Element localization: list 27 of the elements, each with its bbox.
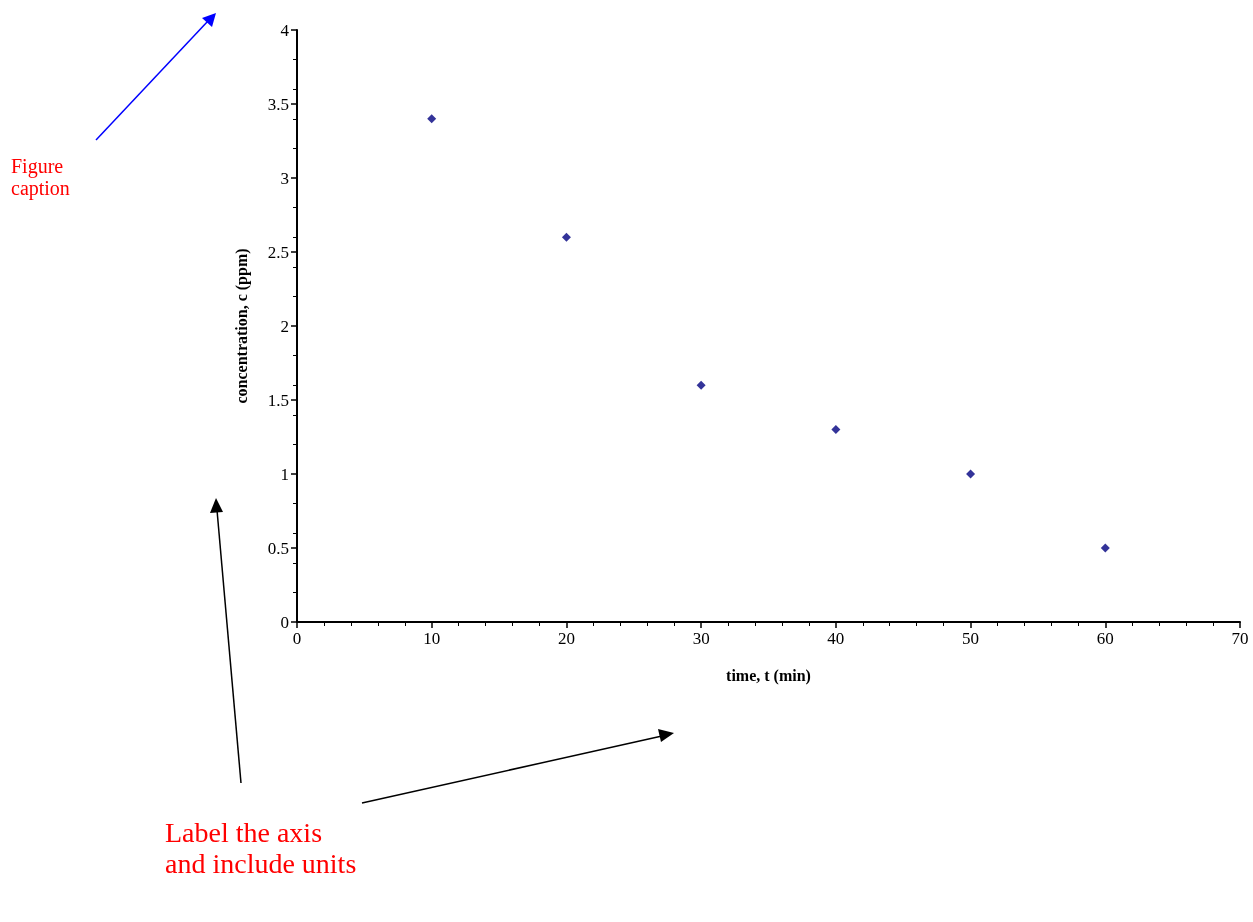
- point: [561, 232, 571, 242]
- y-tick-label: 0: [280, 612, 289, 632]
- text: Label the axis and include units: [165, 817, 358, 880]
- y-axis-title: concentration, c (ppm): [232, 248, 251, 404]
- x-tick-label: 10: [423, 629, 441, 648]
- point: [427, 114, 437, 124]
- x-tick-label: 60: [1096, 629, 1114, 648]
- x-tick-label: 40: [827, 629, 845, 648]
- x-axis-title: time, t (min): [726, 666, 811, 685]
- x-tick-label: 30: [692, 629, 710, 648]
- y-tick-label: 2.5: [267, 242, 289, 262]
- point: [1100, 543, 1110, 553]
- point: [831, 425, 841, 435]
- x-tick-label: 20: [557, 629, 575, 648]
- point: [696, 380, 706, 390]
- y-tick-label: 0.5: [267, 538, 289, 558]
- y-tick-label: 3.5: [267, 94, 289, 114]
- y-tick-label: 4: [280, 20, 290, 40]
- x-tick-label: 0: [292, 629, 302, 648]
- y-tick-label: 3: [280, 168, 289, 188]
- y-tick-label: 2: [280, 316, 289, 336]
- x-tick-label: 70: [1231, 629, 1249, 648]
- y-tick-label: 1: [280, 464, 289, 484]
- point: [966, 469, 976, 479]
- x-tick-label: 50: [962, 629, 980, 648]
- y-tick-label: 1.5: [267, 390, 289, 410]
- text: Figure caption: [11, 155, 71, 199]
